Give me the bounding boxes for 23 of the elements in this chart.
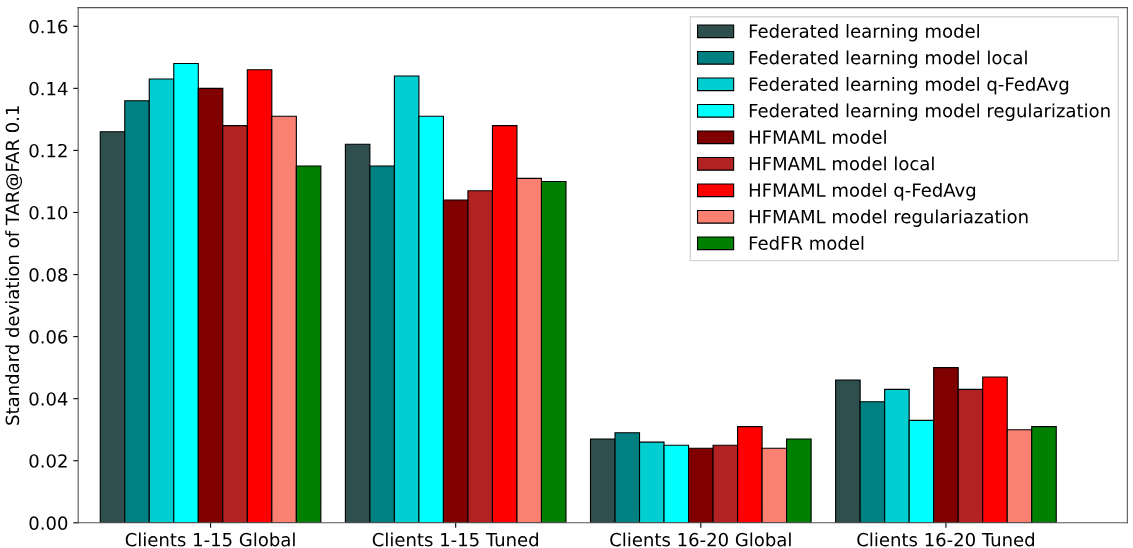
x-tick-label: Clients 16-20 Global [610, 532, 791, 547]
y-tick-label: 0.10 [29, 205, 68, 220]
y-tick-label: 0.12 [29, 143, 67, 158]
y-tick-label: 0.08 [29, 268, 68, 282]
legend-label: HFMAML model regulariazation [749, 209, 1028, 227]
legend-label: Federated learning model q-FedAvg [749, 76, 1069, 95]
y-tick-label: 0.06 [29, 330, 68, 344]
legend-label: FedFR model [749, 235, 864, 250]
y-tick-label: 0.02 [29, 454, 67, 468]
x-tick-label: Clients 1-15 Tuned [372, 532, 538, 547]
y-axis-title: Standard deviation of TAR@FAR 0.1 [5, 106, 23, 425]
y-tick-label: 0.00 [29, 516, 68, 530]
x-tick-label: Clients 16-20 Tuned [857, 532, 1034, 547]
legend-label: HFMAML model q-FedAvg [749, 182, 976, 201]
legend-label: Federated learning model regularization [749, 103, 1110, 121]
y-tick-label: 0.16 [29, 19, 68, 34]
legend-label: Federated learning model local [749, 50, 1027, 68]
legend-label: HFMAML model [749, 129, 886, 144]
x-tick-label: Clients 1-15 Global [125, 532, 295, 547]
legend-label: HFMAML model local [749, 156, 934, 171]
y-tick-label: 0.04 [29, 392, 68, 406]
legend-label: Federated learning model [749, 23, 979, 42]
y-tick-label: 0.14 [29, 81, 68, 96]
